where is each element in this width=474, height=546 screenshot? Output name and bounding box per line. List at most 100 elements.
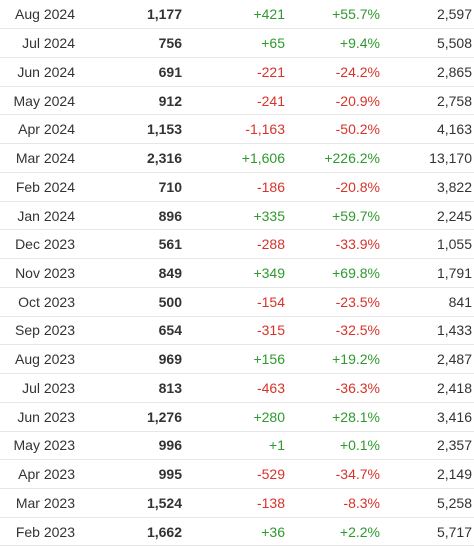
peak-players-cell: 1,433 bbox=[436, 322, 472, 339]
month-cell: Jun 2023 bbox=[17, 408, 75, 425]
gain-percent-cell: +0.1% bbox=[339, 437, 380, 454]
avg-players-cell: 1,276 bbox=[146, 408, 182, 425]
month-cell: Jan 2024 bbox=[17, 207, 75, 224]
avg-players-cell: 654 bbox=[158, 322, 182, 339]
month-cell: Jul 2023 bbox=[22, 379, 75, 396]
table-row: Jul 2024 756 +65 +9.4% 5,508 bbox=[0, 29, 474, 58]
month-cell: Oct 2023 bbox=[18, 293, 75, 310]
gain-cell: +1,606 bbox=[241, 150, 285, 167]
gain-cell: +36 bbox=[261, 523, 285, 540]
table-row: Aug 2023 969 +156 +19.2% 2,487 bbox=[0, 345, 474, 374]
table-row: Sep 2023 654 -315 -32.5% 1,433 bbox=[0, 316, 474, 345]
avg-players-cell: 969 bbox=[158, 351, 182, 368]
month-cell: Mar 2024 bbox=[15, 150, 75, 167]
peak-players-cell: 1,055 bbox=[436, 236, 472, 253]
gain-cell: -138 bbox=[256, 494, 285, 511]
avg-players-cell: 1,524 bbox=[146, 494, 182, 511]
gain-cell: -186 bbox=[256, 178, 285, 195]
table-row: Mar 2024 2,316 +1,606 +226.2% 13,170 bbox=[0, 144, 474, 173]
peak-players-cell: 5,508 bbox=[436, 35, 472, 52]
month-cell: Jun 2024 bbox=[17, 63, 75, 80]
table-row: Apr 2024 1,153 -1,163 -50.2% 4,163 bbox=[0, 115, 474, 144]
avg-players-cell: 691 bbox=[158, 63, 182, 80]
table-row: Jun 2023 1,276 +280 +28.1% 3,416 bbox=[0, 402, 474, 432]
peak-players-cell: 841 bbox=[448, 293, 472, 310]
avg-players-cell: 561 bbox=[158, 236, 182, 253]
gain-percent-cell: -20.9% bbox=[335, 92, 380, 109]
gain-cell: +349 bbox=[253, 264, 285, 281]
peak-players-cell: 2,149 bbox=[436, 466, 472, 483]
avg-players-cell: 813 bbox=[158, 379, 182, 396]
avg-players-cell: 849 bbox=[158, 264, 182, 281]
table-row: Feb 2024 710 -186 -20.8% 3,822 bbox=[0, 172, 474, 202]
gain-cell: +421 bbox=[253, 6, 285, 23]
peak-players-cell: 2,357 bbox=[436, 437, 472, 454]
month-cell: Feb 2023 bbox=[15, 523, 75, 540]
gain-cell: -221 bbox=[256, 63, 285, 80]
month-cell: Aug 2023 bbox=[15, 351, 75, 368]
avg-players-cell: 1,153 bbox=[146, 121, 182, 138]
table-row: May 2023 996 +1 +0.1% 2,357 bbox=[0, 431, 474, 460]
peak-players-cell: 3,416 bbox=[436, 408, 472, 425]
avg-players-cell: 912 bbox=[158, 92, 182, 109]
gain-cell: +335 bbox=[253, 207, 285, 224]
gain-cell: -241 bbox=[256, 92, 285, 109]
gain-cell: -463 bbox=[256, 379, 285, 396]
gain-percent-cell: -24.2% bbox=[335, 63, 380, 80]
table-row: Dec 2023 561 -288 -33.9% 1,055 bbox=[0, 230, 474, 259]
avg-players-cell: 756 bbox=[158, 35, 182, 52]
peak-players-cell: 2,865 bbox=[436, 63, 472, 80]
gain-percent-cell: -20.8% bbox=[335, 178, 380, 195]
month-cell: May 2024 bbox=[13, 92, 75, 109]
table-row: Jun 2024 691 -221 -24.2% 2,865 bbox=[0, 57, 474, 87]
gain-percent-cell: -36.3% bbox=[335, 379, 380, 396]
table-row: Jan 2024 896 +335 +59.7% 2,245 bbox=[0, 201, 474, 230]
month-cell: Nov 2023 bbox=[15, 264, 75, 281]
peak-players-cell: 2,418 bbox=[436, 379, 472, 396]
avg-players-cell: 1,177 bbox=[146, 6, 182, 23]
peak-players-cell: 2,758 bbox=[436, 92, 472, 109]
gain-percent-cell: +28.1% bbox=[332, 408, 380, 425]
gain-percent-cell: -8.3% bbox=[343, 494, 380, 511]
table-row: Feb 2023 1,662 +36 +2.2% 5,717 bbox=[0, 517, 474, 546]
gain-percent-cell: +59.7% bbox=[332, 207, 380, 224]
gain-percent-cell: -32.5% bbox=[335, 322, 380, 339]
peak-players-cell: 2,597 bbox=[436, 6, 472, 23]
table-row: Oct 2023 500 -154 -23.5% 841 bbox=[0, 287, 474, 317]
month-cell: Feb 2024 bbox=[15, 178, 75, 195]
avg-players-cell: 996 bbox=[158, 437, 182, 454]
gain-cell: +65 bbox=[261, 35, 285, 52]
table-row: Aug 2024 1,177 +421 +55.7% 2,597 bbox=[0, 0, 474, 29]
avg-players-cell: 995 bbox=[158, 466, 182, 483]
table-row: May 2024 912 -241 -20.9% 2,758 bbox=[0, 86, 474, 115]
gain-cell: +280 bbox=[253, 408, 285, 425]
month-cell: May 2023 bbox=[13, 437, 75, 454]
gain-percent-cell: -23.5% bbox=[335, 293, 380, 310]
peak-players-cell: 1,791 bbox=[436, 264, 472, 281]
avg-players-cell: 896 bbox=[158, 207, 182, 224]
gain-percent-cell: +69.8% bbox=[332, 264, 380, 281]
avg-players-cell: 710 bbox=[158, 178, 182, 195]
gain-cell: +156 bbox=[253, 351, 285, 368]
gain-cell: -154 bbox=[256, 293, 285, 310]
gain-cell: -288 bbox=[256, 236, 285, 253]
peak-players-cell: 13,170 bbox=[429, 150, 472, 167]
peak-players-cell: 2,245 bbox=[436, 207, 472, 224]
avg-players-cell: 500 bbox=[158, 293, 182, 310]
gain-cell: -529 bbox=[256, 466, 285, 483]
gain-percent-cell: -33.9% bbox=[335, 236, 380, 253]
gain-percent-cell: +19.2% bbox=[332, 351, 380, 368]
month-cell: Apr 2023 bbox=[18, 466, 75, 483]
peak-players-cell: 4,163 bbox=[436, 121, 472, 138]
gain-percent-cell: -50.2% bbox=[335, 121, 380, 138]
peak-players-cell: 2,487 bbox=[436, 351, 472, 368]
table-row: Jul 2023 813 -463 -36.3% 2,418 bbox=[0, 374, 474, 403]
table-row: Apr 2023 995 -529 -34.7% 2,149 bbox=[0, 460, 474, 489]
gain-percent-cell: -34.7% bbox=[335, 466, 380, 483]
avg-players-cell: 1,662 bbox=[146, 523, 182, 540]
month-cell: Jul 2024 bbox=[22, 35, 75, 52]
table-row: Nov 2023 849 +349 +69.8% 1,791 bbox=[0, 259, 474, 288]
gain-cell: -315 bbox=[256, 322, 285, 339]
peak-players-cell: 5,717 bbox=[436, 523, 472, 540]
